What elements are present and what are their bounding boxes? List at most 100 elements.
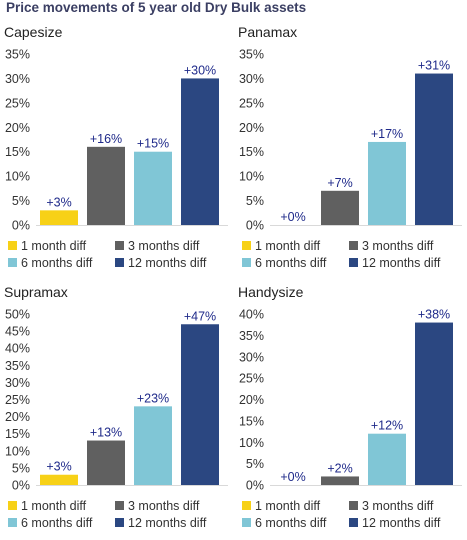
bar-3-months-diff — [321, 476, 359, 485]
chart-title: Panamax — [238, 24, 297, 40]
page-title: Price movements of 5 year old Dry Bulk a… — [6, 0, 307, 15]
legend-label: 6 months diff — [21, 256, 93, 270]
legend-swatch — [115, 258, 124, 267]
panamax-chart: Panamax 0% 5% 10% 15% 20% 25% 30% 35% +0% +7% +17% +… — [238, 24, 462, 270]
legend-label: 3 months diff — [362, 499, 434, 513]
bar-6-months-diff — [134, 151, 172, 225]
chart-title: Supramax — [4, 284, 68, 300]
legend-label: 6 months diff — [21, 516, 93, 530]
legend-label: 12 months diff — [128, 516, 207, 530]
legend-label: 1 month diff — [255, 239, 321, 253]
y-tick-label: 20% — [239, 393, 264, 407]
legend-swatch — [242, 258, 251, 267]
y-tick-label: 20% — [5, 121, 30, 135]
y-tick-label: 15% — [5, 145, 30, 159]
legend-label: 3 months diff — [362, 239, 434, 253]
legend-swatch — [8, 518, 17, 527]
legend-swatch — [242, 518, 251, 527]
y-tick-label: 25% — [239, 372, 264, 386]
data-label: +12% — [371, 419, 403, 433]
data-label: +16% — [90, 132, 122, 146]
y-tick-label: 10% — [239, 170, 264, 184]
legend-label: 12 months diff — [362, 516, 441, 530]
y-tick-label: 5% — [246, 457, 264, 471]
y-tick-label: 30% — [239, 72, 264, 86]
data-label: +7% — [327, 176, 352, 190]
legend-swatch — [349, 241, 358, 250]
y-tick-label: 0% — [12, 479, 30, 493]
y-tick-label: 45% — [5, 325, 30, 339]
legend-swatch — [349, 501, 358, 510]
y-tick-label: 35% — [239, 329, 264, 343]
legend-swatch — [115, 518, 124, 527]
y-tick-label: 0% — [12, 219, 30, 233]
y-tick-label: 20% — [5, 410, 30, 424]
legend-label: 12 months diff — [362, 256, 441, 270]
legend-swatch — [8, 241, 17, 250]
data-label: +17% — [371, 127, 403, 141]
data-label: +3% — [46, 460, 71, 474]
y-tick-label: 30% — [5, 376, 30, 390]
y-tick-label: 40% — [239, 308, 264, 322]
legend-label: 6 months diff — [255, 256, 327, 270]
legend-label: 1 month diff — [21, 239, 87, 253]
legend-label: 3 months diff — [128, 239, 200, 253]
capesize-chart: Capesize 0% 5% 10% 15% 20% 25% 30% 35% +3% +16% +15… — [4, 24, 228, 270]
y-tick-label: 10% — [5, 444, 30, 458]
data-label: +23% — [137, 391, 169, 405]
y-tick-label: 25% — [5, 96, 30, 110]
legend-swatch — [115, 501, 124, 510]
y-tick-label: 20% — [239, 121, 264, 135]
bar-12-months-diff — [181, 78, 219, 225]
legend-label: 1 month diff — [255, 499, 321, 513]
data-label: +47% — [184, 309, 216, 323]
bar-3-months-diff — [87, 440, 125, 485]
handysize-chart: Handysize 0% 5% 10% 15% 20% 25% 30% 35% 40% +0% +2%… — [238, 284, 462, 530]
legend-swatch — [349, 258, 358, 267]
y-tick-label: 10% — [5, 170, 30, 184]
bar-3-months-diff — [87, 146, 125, 225]
bar-1-month-diff — [40, 474, 78, 485]
legend-swatch — [349, 518, 358, 527]
y-tick-label: 0% — [246, 479, 264, 493]
bar-6-months-diff — [134, 406, 172, 485]
legend-swatch — [8, 501, 17, 510]
y-tick-label: 0% — [246, 219, 264, 233]
bar-12-months-diff — [415, 322, 453, 485]
bar-12-months-diff — [181, 324, 219, 485]
chart-title: Handysize — [238, 284, 304, 300]
data-label: +30% — [184, 63, 216, 77]
y-tick-label: 25% — [5, 393, 30, 407]
y-tick-label: 15% — [239, 414, 264, 428]
data-label: +38% — [418, 308, 450, 322]
bar-3-months-diff — [321, 190, 359, 225]
y-tick-label: 50% — [5, 308, 30, 322]
data-label: +15% — [137, 137, 169, 151]
y-tick-label: 5% — [12, 461, 30, 475]
y-tick-label: 40% — [5, 342, 30, 356]
y-tick-label: 35% — [239, 48, 264, 62]
y-tick-label: 35% — [5, 48, 30, 62]
data-label: +3% — [46, 195, 71, 209]
legend-swatch — [8, 258, 17, 267]
y-tick-label: 25% — [239, 96, 264, 110]
y-tick-label: 5% — [246, 194, 264, 208]
y-tick-label: 5% — [12, 194, 30, 208]
supramax-chart: Supramax 0% 5% 10% 15% 20% 25% 30% 35% 40% 45% 50% +… — [4, 284, 228, 530]
y-tick-label: 30% — [5, 72, 30, 86]
bar-6-months-diff — [368, 433, 406, 485]
legend-label: 12 months diff — [128, 256, 207, 270]
chart-title: Capesize — [4, 24, 63, 40]
legend-swatch — [242, 501, 251, 510]
legend-swatch — [115, 241, 124, 250]
bar-1-month-diff — [40, 210, 78, 225]
y-tick-label: 15% — [239, 145, 264, 159]
data-label: +31% — [418, 59, 450, 73]
data-label: +2% — [327, 461, 352, 475]
legend-label: 3 months diff — [128, 499, 200, 513]
data-label: +0% — [280, 470, 305, 484]
legend-label: 1 month diff — [21, 499, 87, 513]
y-tick-label: 30% — [239, 350, 264, 364]
data-label: +13% — [90, 426, 122, 440]
legend-swatch — [242, 241, 251, 250]
